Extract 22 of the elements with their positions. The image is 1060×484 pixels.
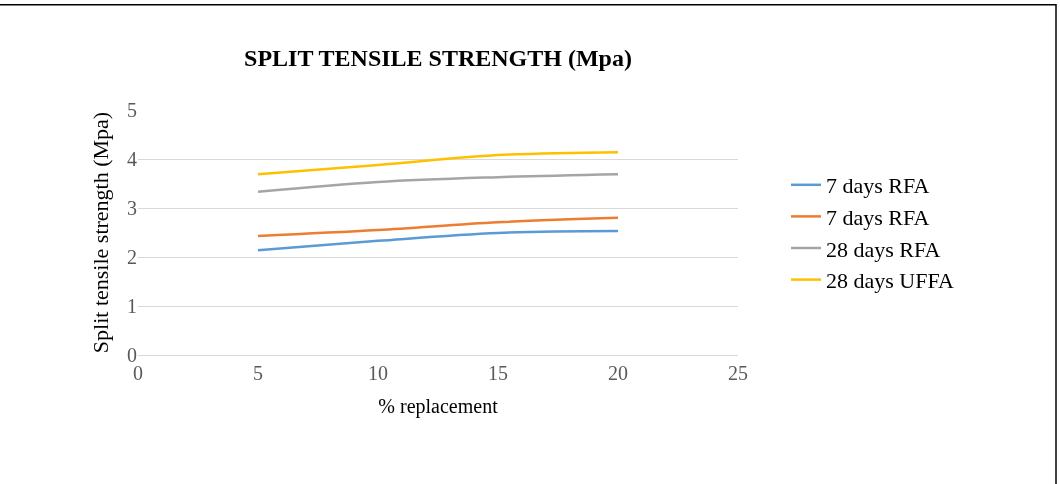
x-tick-label: 25: [728, 362, 748, 384]
y-axis-title: Split tensile strength (Mpa): [87, 111, 113, 354]
x-tick-label: 20: [608, 362, 628, 384]
y-tick-label: 4: [127, 148, 137, 170]
y-tick-label: 2: [127, 246, 137, 268]
line-series: [256, 216, 620, 238]
x-axis-title: % replacement: [378, 394, 499, 418]
y-tick-label: 1: [127, 295, 137, 317]
line-series: [256, 172, 620, 194]
legend-label: 28 days UFFA: [826, 268, 955, 294]
legend-label: 28 days RFA: [826, 236, 941, 262]
y-tick-label: 5: [127, 99, 137, 121]
y-tick-label: 3: [127, 197, 137, 219]
y-tick-label: 0: [127, 344, 137, 366]
line-series: [256, 150, 620, 176]
legend-label: 7 days RFA: [826, 173, 930, 199]
chart-title: SPLIT TENSILE STRENGTH (Mpa): [244, 45, 632, 72]
line-series: [256, 229, 620, 252]
x-tick-label: 15: [488, 362, 508, 384]
x-tick-label: 5: [253, 362, 263, 384]
x-tick-label: 10: [368, 362, 388, 384]
legend-label: 7 days RFA: [826, 204, 930, 230]
